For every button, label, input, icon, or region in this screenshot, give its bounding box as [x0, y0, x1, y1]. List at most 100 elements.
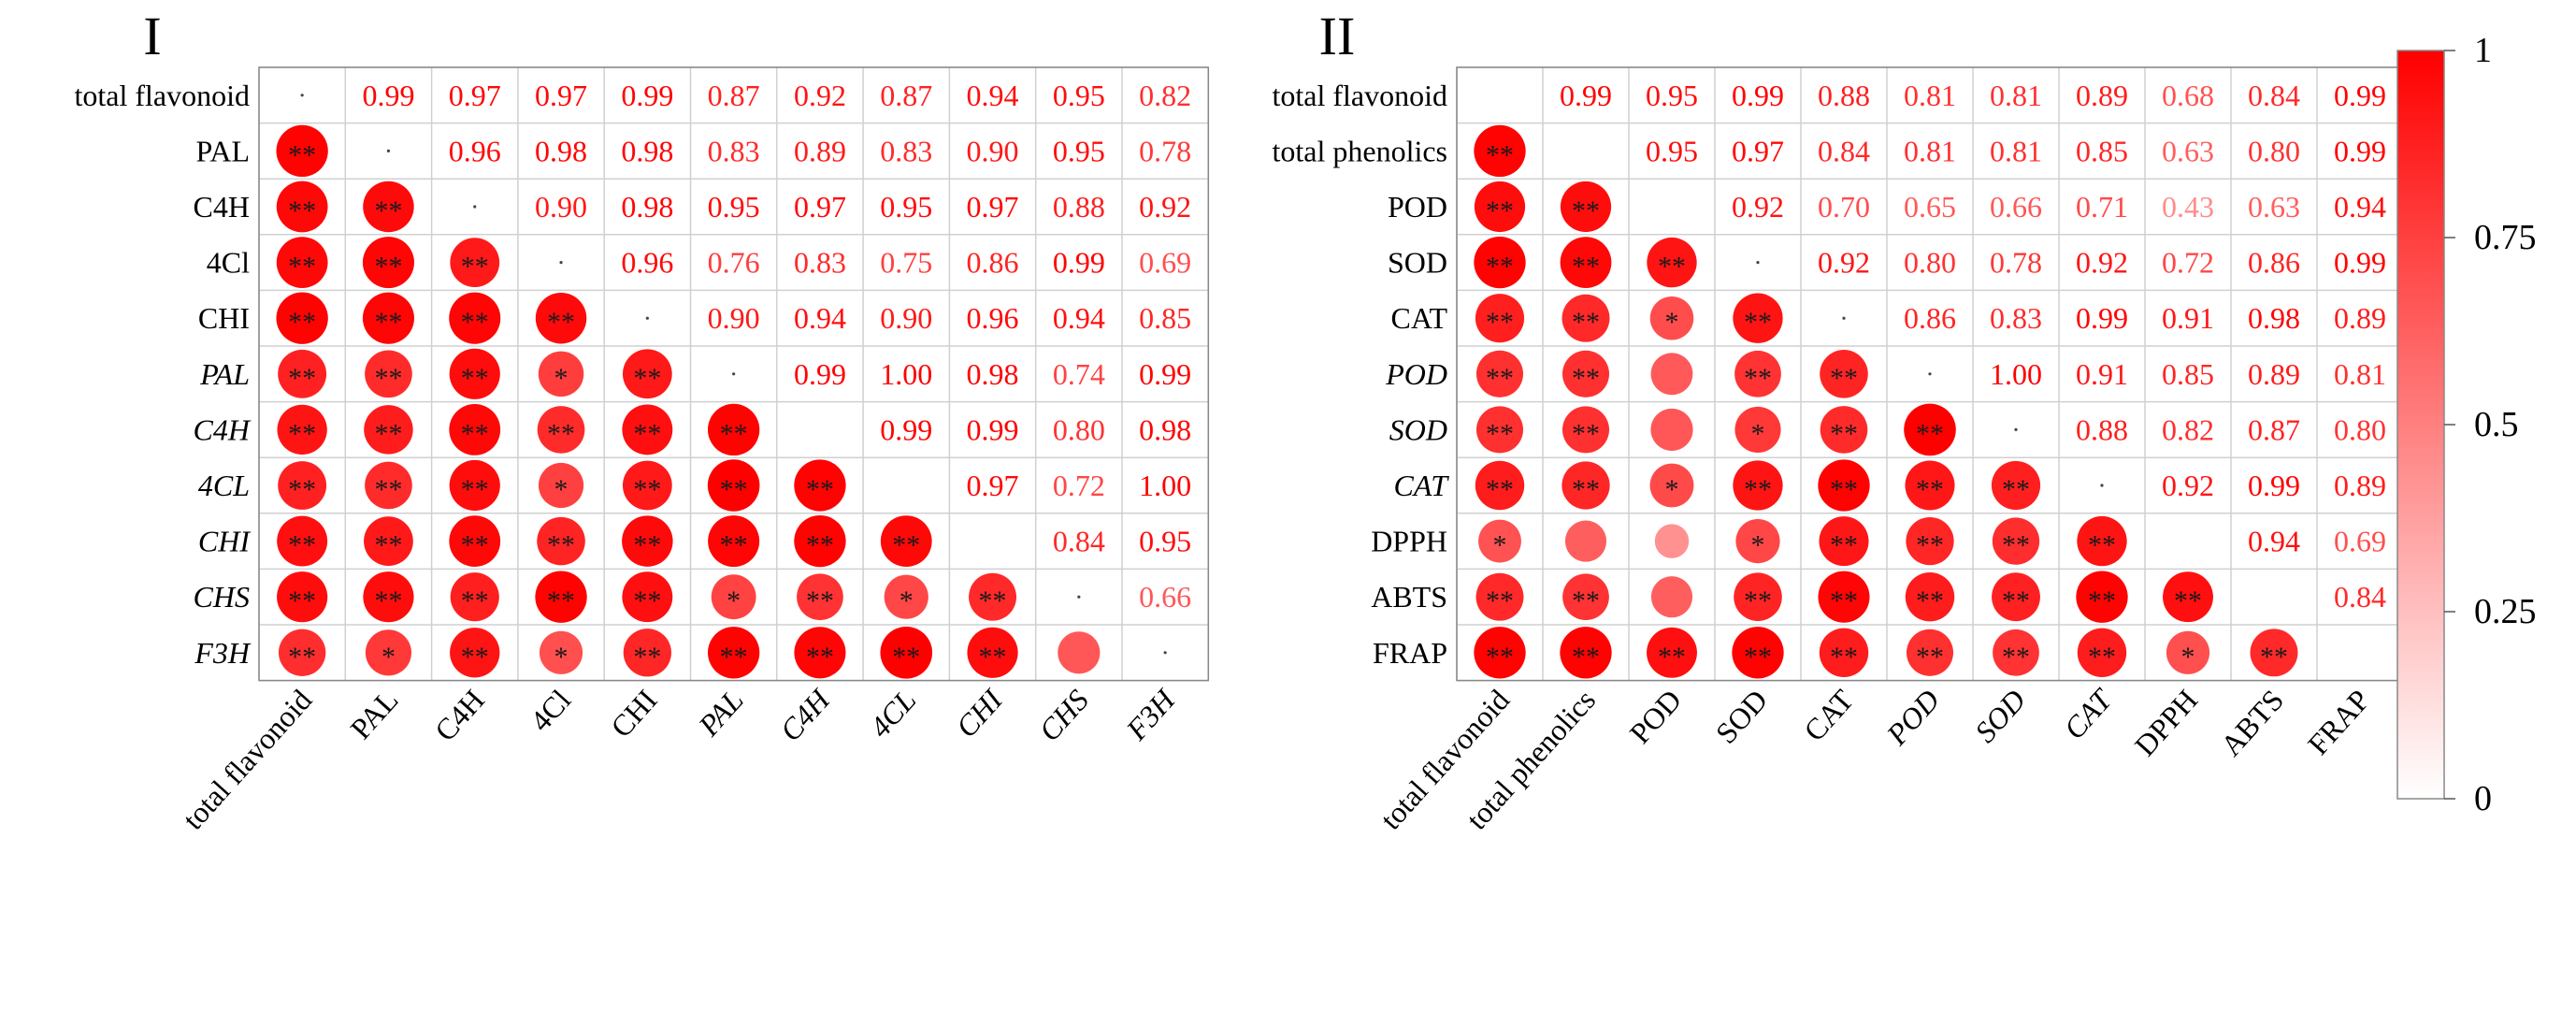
significance-mark: ** [2260, 642, 2288, 672]
correlation-value: 0.81 [1990, 79, 2042, 112]
correlation-circle [1654, 524, 1690, 558]
significance-mark: * [727, 585, 741, 616]
significance-mark: ** [1916, 418, 1944, 449]
row-label: CHS [194, 580, 250, 614]
correlation-value: 0.98 [2248, 301, 2300, 335]
significance-mark: * [381, 642, 396, 672]
correlation-value: 0.98 [621, 134, 673, 167]
correlation-circle [1647, 237, 1697, 288]
column-label: F3H [1119, 682, 1183, 747]
correlation-value: 0.97 [1732, 134, 1784, 167]
significance-mark: ** [288, 307, 316, 338]
correlation-value: 0.95 [708, 190, 760, 224]
correlation-value: 0.99 [794, 357, 846, 391]
correlation-circle [277, 571, 328, 623]
correlation-circle [450, 572, 499, 622]
correlation-value: 0.83 [794, 246, 846, 280]
significance-mark: ** [892, 530, 920, 561]
correlation-circle [1820, 350, 1868, 398]
significance-mark: ** [1572, 474, 1600, 505]
correlation-circle [1560, 181, 1612, 233]
significance-mark: ** [2002, 585, 2030, 616]
correlation-circle [707, 459, 760, 512]
significance-mark: ** [547, 530, 575, 561]
correlation-value: 0.84 [2334, 580, 2386, 614]
significance-mark: ** [374, 307, 402, 338]
correlation-circle [1734, 406, 1781, 453]
significance-mark: ** [1486, 139, 1514, 170]
correlation-circle [1819, 516, 1869, 567]
significance-mark: ** [1916, 530, 1944, 561]
significance-mark: ** [374, 418, 402, 449]
correlation-value: 0.84 [2248, 79, 2300, 112]
correlation-value: 0.90 [967, 134, 1019, 167]
significance-mark: ** [1744, 585, 1772, 616]
significance-mark: ** [1486, 474, 1514, 505]
correlation-value: 0.96 [449, 134, 501, 167]
correlation-value: 0.95 [880, 190, 932, 224]
correlation-circle [1475, 350, 1524, 397]
correlation-value: 0.95 [1053, 79, 1105, 112]
significance-mark: ** [374, 474, 402, 505]
significance-mark: ** [1486, 363, 1514, 394]
correlation-circle [363, 571, 414, 623]
column-label: C4H [773, 682, 837, 747]
significance-mark: * [554, 363, 568, 394]
column-label: 4Cl [524, 683, 578, 738]
significance-mark: ** [720, 474, 748, 505]
significance-mark: * [899, 585, 914, 616]
significance-mark: ** [1658, 252, 1686, 282]
significance-mark: ** [461, 363, 489, 394]
significance-mark: ** [633, 418, 661, 449]
correlation-value: 0.99 [362, 79, 414, 112]
correlation-circle [1992, 572, 2040, 622]
significance-mark: ** [1486, 642, 1514, 672]
correlation-circle [1649, 296, 1694, 340]
significance-mark: ** [2002, 530, 2030, 561]
correlation-value: 0.94 [1053, 301, 1105, 335]
correlation-circle [1735, 519, 1780, 564]
correlation-circle [538, 462, 584, 509]
column-label: 4CL [863, 683, 923, 744]
diagonal-dot [386, 149, 391, 152]
significance-mark: ** [1830, 642, 1858, 672]
correlation-value: 0.84 [1053, 525, 1105, 558]
correlation-circle [364, 405, 413, 455]
correlation-value: 0.89 [2334, 469, 2386, 502]
correlation-value: 0.85 [1139, 301, 1191, 335]
correlation-circle [880, 627, 933, 679]
correlation-value: 0.82 [1139, 79, 1191, 112]
correlation-value: 0.89 [2334, 301, 2386, 335]
diagonal-dot [300, 94, 304, 97]
correlation-circle [1818, 459, 1870, 512]
correlation-value: 0.99 [621, 79, 673, 112]
correlation-value: 0.65 [1904, 190, 1956, 224]
correlation-circle [1650, 576, 1693, 618]
significance-mark: ** [461, 418, 489, 449]
correlation-circle [2163, 571, 2213, 623]
significance-mark: ** [288, 363, 316, 394]
correlation-value: 0.74 [1053, 357, 1105, 391]
row-label: 4Cl [207, 246, 250, 280]
correlation-value: 1.00 [1139, 469, 1191, 502]
plot-frame [258, 66, 1210, 682]
significance-mark: ** [288, 474, 316, 505]
row-label: SOD [1389, 412, 1447, 446]
correlation-value: 0.80 [2334, 412, 2386, 446]
diagonal-dot [645, 316, 649, 320]
correlation-circle [1474, 627, 1526, 679]
correlation-value: 0.66 [1139, 580, 1191, 614]
correlation-value: 0.89 [2076, 79, 2128, 112]
correlation-value: 0.99 [2334, 79, 2386, 112]
significance-mark: ** [461, 530, 489, 561]
correlation-value: 0.99 [1560, 79, 1612, 112]
correlation-value: 0.69 [1139, 246, 1191, 280]
correlation-value: 0.83 [1990, 301, 2042, 335]
correlation-circle [1475, 572, 1524, 621]
correlation-circle [794, 627, 846, 679]
correlation-value: 0.99 [2076, 301, 2128, 335]
column-label: CHS [1032, 683, 1095, 747]
correlation-value: 0.99 [2334, 246, 2386, 280]
correlation-value: 0.90 [535, 190, 587, 224]
